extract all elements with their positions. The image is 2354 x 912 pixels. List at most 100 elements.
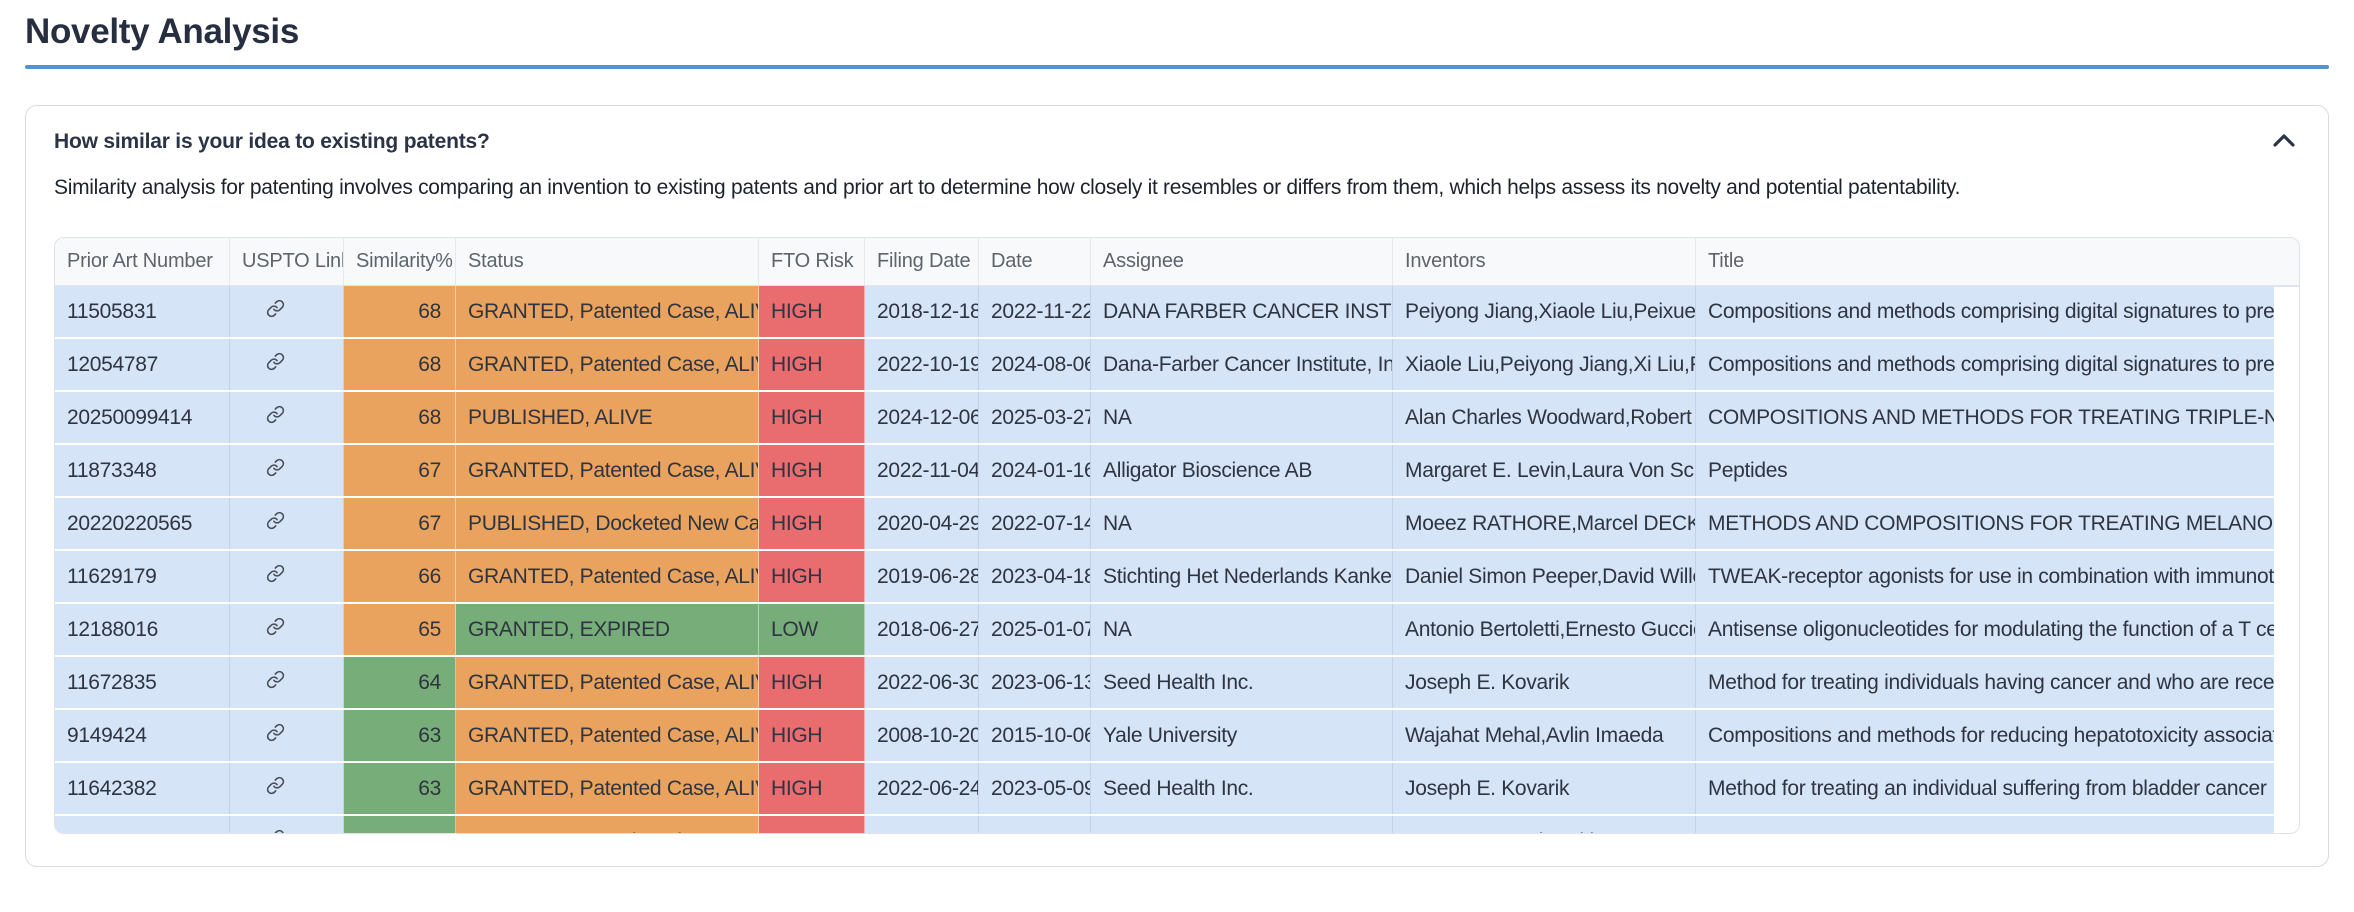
column-header-inventors: Inventors [1393,238,1696,285]
fto-risk-cell: HIGH [759,816,865,833]
assignee-cell: Alligator Bioscience AB [1091,445,1393,496]
filing-date-cell: 2020-04-29 [865,498,979,549]
fto-risk-cell: HIGH [759,551,865,602]
uspto-link-cell[interactable] [230,339,344,390]
uspto-link-cell[interactable] [230,657,344,708]
inventors-cell: Daniel Simon Peeper,David Willem Vredevo… [1393,551,1696,602]
assignee-cell: Dana-Farber Cancer Institute, Inc. [1091,339,1393,390]
title-cell: Method for treating an individual suffer… [1708,776,2267,800]
inventors-cell: Peiyong Jiang,Xiaole Liu,Peixue Jiang [1393,286,1696,337]
similarity-cell: 63 [344,710,456,761]
link-icon [266,564,285,589]
similarity-cell: 67 [344,498,456,549]
inventors-cell: Wajahat Mehal,Avlin Imaeda [1393,710,1696,761]
table-row: 12054787 68 GRANTED, Patented Case, ALIV… [55,339,2299,392]
uspto-link-cell[interactable] [230,286,344,337]
assignee-cell: NA [1091,498,1393,549]
table-row: 20230104400 62 PUBLISHED, Docketed New C… [55,816,2299,833]
fto-risk-cell: HIGH [759,710,865,761]
uspto-link-cell[interactable] [230,498,344,549]
chevron-up-icon [2272,134,2296,151]
similarity-cell: 64 [344,657,456,708]
title-cell: Method for treating individuals having c… [1708,670,2299,694]
status-cell: GRANTED, Patented Case, ALIVE [456,339,759,390]
panel-description: Similarity analysis for patenting involv… [54,176,1961,199]
table-row: 11629179 66 GRANTED, Patented Case, ALIV… [55,551,2299,604]
date-cell: 2023-05-09 [979,763,1091,814]
prior-art-table: Prior Art Number USPTO Link Similarity% … [54,237,2300,834]
date-cell: 2023-02-16 [979,816,1091,833]
similarity-cell: 62 [344,816,456,833]
link-icon [266,723,285,748]
filing-date-cell: 2008-10-20 [865,710,979,761]
prior-art-number-cell: 11873348 [55,445,230,496]
table-row: 9149424 63 GRANTED, Patented Case, ALIVE… [55,710,2299,763]
panel-heading: How similar is your idea to existing pat… [54,130,490,153]
title-cell: Peptides [1708,458,1788,482]
column-header-filing-date: Filing Date [865,238,979,285]
similarity-cell: 67 [344,445,456,496]
uspto-link-cell[interactable] [230,392,344,443]
table-header-row: Prior Art Number USPTO Link Similarity% … [55,238,2299,286]
prior-art-number-cell: 12054787 [55,339,230,390]
link-icon [266,458,285,483]
uspto-link-cell[interactable] [230,551,344,602]
assignee-cell: NA [1091,392,1393,443]
prior-art-number-cell: 11629179 [55,551,230,602]
uspto-link-cell[interactable] [230,710,344,761]
fto-risk-cell: HIGH [759,763,865,814]
similarity-cell: 66 [344,551,456,602]
page-title: Novelty Analysis [25,12,300,51]
filing-date-cell: 2024-12-06 [865,392,979,443]
column-header-prior-art-number: Prior Art Number [55,238,230,285]
status-cell: GRANTED, Patented Case, ALIVE [456,445,759,496]
link-icon [266,829,285,833]
column-header-status: Status [456,238,759,285]
filing-date-cell: 2019-06-28 [865,551,979,602]
table-row: 11672835 64 GRANTED, Patented Case, ALIV… [55,657,2299,710]
date-cell: 2015-10-06 [979,710,1091,761]
status-cell: PUBLISHED, Docketed New Case [456,498,759,549]
uspto-link-cell[interactable] [230,445,344,496]
similarity-panel: How similar is your idea to existing pat… [25,105,2329,867]
panel-header: How similar is your idea to existing pat… [54,130,2300,154]
uspto-link-cell[interactable] [230,816,344,833]
date-cell: 2023-06-13 [979,657,1091,708]
table-vertical-scrollbar[interactable] [2274,287,2299,833]
date-cell: 2024-01-16 [979,445,1091,496]
uspto-link-cell[interactable] [230,763,344,814]
assignee-cell: Seed Health Inc. [1091,657,1393,708]
title-cell: Antisense oligonucleotides for modulatin… [1708,617,2287,641]
prior-art-number-cell: 20230104400 [55,816,230,833]
table-row: 11505831 68 GRANTED, Patented Case, ALIV… [55,286,2299,339]
collapse-panel-button[interactable] [2270,130,2298,153]
table-row: 12188016 65 GRANTED, EXPIRED LOW 2018-06… [55,604,2299,657]
fto-risk-cell: HIGH [759,392,865,443]
page: Novelty Analysis How similar is your ide… [25,12,2329,867]
title-cell: Compositions and methods for reducing he… [1708,723,2299,747]
inventors-cell: Hyun-Woo Park,Keith Hong,Hyewon Huh [1393,816,1696,833]
accent-divider [25,65,2329,69]
date-cell: 2022-07-14 [979,498,1091,549]
assignee-cell: Stichting Het Nederlands Kanker Instituu… [1091,551,1393,602]
fto-risk-cell: HIGH [759,498,865,549]
inventors-cell: Xiaole Liu,Peiyong Jiang,Xi Liu,Peixue J… [1393,339,1696,390]
prior-art-number-cell: 20220220565 [55,498,230,549]
column-header-similarity: Similarity% [344,238,456,285]
title-cell: METHODS AND COMPOSITIONS FOR TREATING ME… [1708,511,2299,535]
link-icon [266,617,285,642]
uspto-link-cell[interactable] [230,604,344,655]
table-row: 20250099414 68 PUBLISHED, ALIVE HIGH 202… [55,392,2299,445]
date-cell: 2025-03-27 [979,392,1091,443]
similarity-cell: 63 [344,763,456,814]
link-icon [266,670,285,695]
link-icon [266,299,285,324]
assignee-cell: NA [1091,604,1393,655]
filing-date-cell: 2018-12-18 [865,286,979,337]
title-cell: TWEAK-receptor agonists for use in combi… [1708,564,2299,588]
assignee-cell: DANA FARBER CANCER INSTITUTE INC [1091,286,1393,337]
date-cell: 2025-01-07 [979,604,1091,655]
table-body: 11505831 68 GRANTED, Patented Case, ALIV… [55,286,2299,833]
inventors-cell: Alan Charles Woodward,Robert Michael [1393,392,1696,443]
fto-risk-cell: LOW [759,604,865,655]
